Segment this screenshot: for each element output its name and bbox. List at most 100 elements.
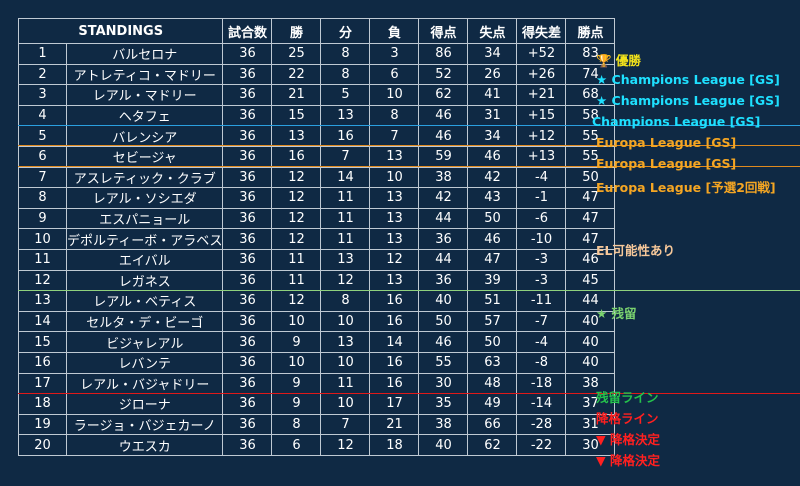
losses-cell: 3 [369,43,420,65]
table-row: 1 バルセロナ 36 25 8 3 86 34 +52 83 [18,43,616,65]
rank-cell: 1 [18,43,67,65]
draws-cell: 7 [320,413,371,436]
played-cell: 36 [222,63,273,86]
goals-against-cell: 63 [467,351,518,374]
note-europa-league: Europa League [GS] [596,156,737,171]
points-cell: 55 [565,125,616,147]
col-header-goal-diff: 得失差 [516,18,567,44]
table-row: 20 ウエスカ 36 6 12 18 40 62 -22 30 [18,434,616,456]
wins-cell: 22 [271,63,322,86]
goals-against-cell: 50 [467,207,518,230]
goal-diff-cell: -14 [516,393,567,415]
played-cell: 36 [222,269,273,292]
table-row: 16 レバンテ 36 10 10 16 55 63 -8 40 [18,351,616,374]
goals-against-cell: 34 [467,43,518,65]
losses-cell: 13 [369,269,420,292]
table-row: 12 レガネス 36 11 12 13 36 39 -3 45 [18,269,616,292]
standings-title: STANDINGS [17,18,224,44]
rank-cell: 16 [18,351,67,374]
note-champion: 🏆 優勝 [596,53,641,68]
losses-cell: 14 [369,331,420,353]
draws-cell: 8 [320,63,371,86]
rank-cell: 10 [18,228,67,250]
goals-for-cell: 86 [418,43,469,65]
points-cell: 44 [565,290,616,312]
played-cell: 36 [222,310,273,333]
losses-cell: 21 [369,413,420,436]
team-name: アトレティコ・マドリー [65,63,224,86]
table-row: 14 セルタ・デ・ビーゴ 36 10 10 16 50 57 -7 40 [18,310,616,333]
table-row: 7 アスレティック・クラブ 36 12 14 10 38 42 -4 50 [18,166,616,189]
played-cell: 36 [222,125,273,147]
losses-cell: 6 [369,63,420,86]
goals-for-cell: 38 [418,413,469,436]
goals-for-cell: 36 [418,269,469,292]
goals-for-cell: 50 [418,310,469,333]
wins-cell: 12 [271,290,322,312]
relegation-line [18,393,800,394]
losses-cell: 13 [369,187,420,209]
played-cell: 36 [222,351,273,374]
wins-cell: 21 [271,84,322,106]
table-row: 15 ビジャレアル 36 9 13 14 46 50 -4 40 [18,331,616,353]
wins-cell: 9 [271,372,322,395]
team-name: ヘタフェ [65,104,224,127]
note-relegated: ▼ 降格決定 [596,432,660,447]
col-header-goals-against: 失点 [467,18,518,44]
draws-cell: 12 [320,434,371,456]
team-name: レアル・マドリー [65,84,224,106]
draws-cell: 13 [320,248,371,271]
goal-diff-cell: -4 [516,331,567,353]
table-row: 13 レアル・ベティス 36 12 8 16 40 51 -11 44 [18,290,616,312]
goals-against-cell: 26 [467,63,518,86]
goals-against-cell: 46 [467,145,518,168]
played-cell: 36 [222,207,273,230]
wins-cell: 9 [271,393,322,415]
team-name: セルタ・デ・ビーゴ [65,310,224,333]
team-name: ラージョ・バジェカーノ [65,413,224,436]
col-header-wins: 勝 [271,18,322,44]
cl-zone-line [18,125,800,126]
draws-cell: 5 [320,84,371,106]
draws-cell: 10 [320,351,371,374]
goals-for-cell: 42 [418,187,469,209]
goal-diff-cell: -7 [516,310,567,333]
draws-cell: 7 [320,145,371,168]
notes-column: 🏆 優勝 ★ Champions League [GS] ★ Champions… [592,0,800,486]
team-name: レアル・バジャドリー [65,372,224,395]
draws-cell: 10 [320,310,371,333]
wins-cell: 6 [271,434,322,456]
draws-cell: 16 [320,125,371,147]
goals-against-cell: 39 [467,269,518,292]
goals-for-cell: 38 [418,166,469,189]
goals-against-cell: 47 [467,248,518,271]
goals-for-cell: 35 [418,393,469,415]
played-cell: 36 [222,393,273,415]
wins-cell: 11 [271,269,322,292]
losses-cell: 10 [369,84,420,106]
goals-for-cell: 40 [418,290,469,312]
draws-cell: 11 [320,228,371,250]
goal-diff-cell: -11 [516,290,567,312]
draws-cell: 12 [320,269,371,292]
goals-against-cell: 57 [467,310,518,333]
draws-cell: 13 [320,331,371,353]
team-name: ウエスカ [65,434,224,456]
goals-for-cell: 46 [418,104,469,127]
goal-diff-cell: -3 [516,248,567,271]
note-champions-league: ★ Champions League [GS] [596,72,780,87]
team-name: デポルティーボ・アラベス [65,228,224,250]
goal-diff-cell: -8 [516,351,567,374]
losses-cell: 10 [369,166,420,189]
goals-against-cell: 51 [467,290,518,312]
points-cell: 47 [565,207,616,230]
goal-diff-cell: -28 [516,413,567,436]
losses-cell: 17 [369,393,420,415]
goals-against-cell: 41 [467,84,518,106]
goal-diff-cell: -6 [516,207,567,230]
table-row: 3 レアル・マドリー 36 21 5 10 62 41 +21 68 [18,84,616,106]
played-cell: 36 [222,104,273,127]
wins-cell: 10 [271,351,322,374]
goal-diff-cell: +12 [516,125,567,147]
played-cell: 36 [222,187,273,209]
